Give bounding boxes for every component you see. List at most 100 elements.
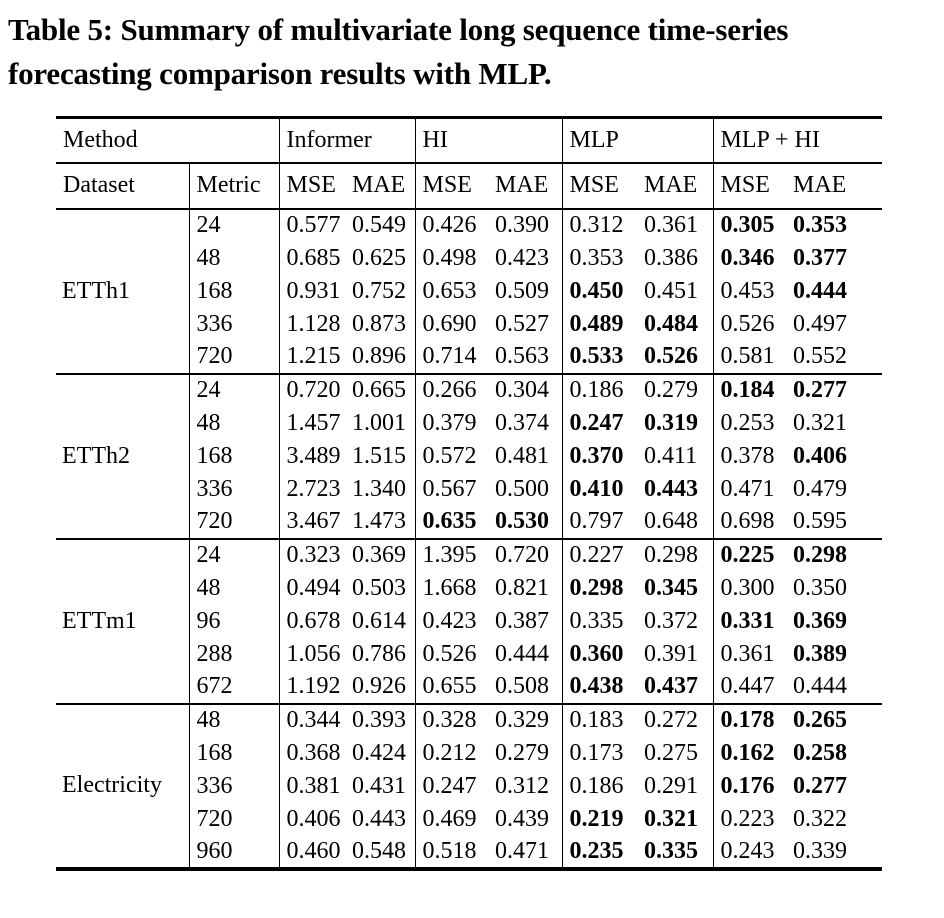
mae-value: 0.275 (644, 739, 698, 766)
metric-value: 672 (188, 670, 279, 704)
mae-value: 0.322 (793, 805, 847, 832)
mae-value: 0.648 (644, 508, 698, 534)
mae-value: 0.374 (495, 409, 549, 436)
mae-value: 0.443 (352, 805, 406, 832)
mae-value: 0.321 (793, 409, 847, 436)
mse-header: MSE (278, 162, 345, 209)
mse-value: 1.395 (414, 538, 488, 572)
mae-value: 0.339 (793, 837, 847, 864)
mse-value: 0.714 (414, 340, 488, 374)
mse-value: 3.489 (278, 439, 345, 473)
mae-value: 0.926 (352, 673, 406, 699)
metric-value: 48 (188, 703, 279, 737)
table-caption: Table 5: Summary of multivariate long se… (0, 0, 944, 96)
mae-value: 1.473 (352, 508, 406, 534)
mae-value: 0.873 (352, 310, 406, 337)
table-row: 96 0.678 0.614 0.423 0.387 0.335 0.372 0.331 0.3… (56, 604, 882, 638)
mse-value: 0.635 (414, 505, 488, 539)
table-row: Electricity 48 0.344 0.393 0.328 0.329 0.183 0.… (56, 703, 882, 798)
mse-value: 0.498 (414, 241, 488, 275)
mse-value: 1.668 (414, 571, 488, 605)
mse-value: 0.186 (561, 769, 637, 803)
mse-value: 0.698 (712, 505, 786, 539)
mae-value: 0.335 (644, 837, 698, 864)
metric-value: 168 (188, 439, 279, 473)
mse-value: 0.223 (712, 802, 786, 836)
mse-value: 0.685 (278, 241, 345, 275)
mae-value: 0.752 (352, 277, 406, 304)
mae-value: 0.527 (495, 310, 549, 337)
table-row: 336 0.381 0.431 0.247 0.312 0.186 0.291 0.176 0.… (56, 769, 882, 803)
mse-value: 1.457 (278, 406, 345, 440)
mae-value: 0.265 (793, 707, 847, 733)
mae-value: 1.340 (352, 475, 406, 502)
mse-value: 0.378 (712, 439, 786, 473)
mae-value: 0.350 (793, 574, 847, 601)
dataset-group-electricity: Electricity 48 0.344 0.393 0.328 0.329 0.183 0.… (56, 703, 882, 869)
mse-value: 0.298 (561, 571, 637, 605)
mse-value: 0.183 (561, 703, 637, 737)
mse-value: 0.381 (278, 769, 345, 803)
mae-value: 0.563 (495, 343, 549, 369)
mae-value: 0.390 (495, 212, 549, 238)
mae-value: 0.526 (644, 343, 698, 369)
table-row: 168 0.368 0.424 0.212 0.279 0.173 0.275 0.162 0.… (56, 736, 882, 770)
dataset-label: ETTh1 (62, 277, 130, 304)
mae-value: 0.509 (495, 277, 549, 304)
mae-value: 0.451 (644, 277, 698, 304)
mae-value: 0.279 (644, 377, 698, 403)
mse-value: 0.186 (561, 373, 637, 407)
metric-value: 336 (188, 769, 279, 803)
mae-value: 0.387 (495, 607, 549, 634)
mse-value: 0.247 (414, 769, 488, 803)
mse-value: 0.243 (712, 835, 786, 869)
mse-value: 1.128 (278, 307, 345, 341)
mse-value: 0.346 (712, 241, 786, 275)
mse-value: 0.453 (712, 274, 786, 308)
mae-value: 0.411 (644, 442, 698, 469)
mae-value: 0.503 (352, 574, 406, 601)
mae-value: 0.361 (644, 212, 698, 238)
table-row: 48 0.494 0.503 1.668 0.821 0.298 0.345 0.300 0.3… (56, 571, 882, 605)
mse-value: 0.533 (561, 340, 637, 374)
mae-value: 0.369 (793, 607, 847, 634)
mse-value: 0.379 (414, 406, 488, 440)
mse-value: 3.467 (278, 505, 345, 539)
mse-value: 0.219 (561, 802, 637, 836)
mse-value: 0.426 (414, 208, 488, 242)
metric-value: 48 (188, 241, 279, 275)
table-row: ETTh2 24 0.720 0.665 0.266 0.304 0.186 0.279 0.1… (56, 373, 882, 469)
metric-value: 336 (188, 472, 279, 506)
mae-value: 0.444 (793, 277, 847, 304)
mse-value: 0.526 (414, 637, 488, 671)
mse-value: 0.328 (414, 703, 488, 737)
mse-value: 0.344 (278, 703, 345, 737)
metric-value: 720 (188, 340, 279, 374)
mae-value: 0.298 (793, 542, 847, 568)
method-informer: Informer (278, 117, 415, 163)
mse-value: 0.227 (561, 538, 637, 572)
mae-value: 0.393 (352, 707, 406, 733)
mae-value: 0.291 (644, 772, 698, 799)
mae-value: 0.389 (793, 640, 847, 667)
metric-value: 24 (188, 208, 279, 242)
method-mlp: MLP (561, 117, 713, 163)
metric-value: 48 (188, 406, 279, 440)
caption-line-2: forecasting comparison results with MLP. (8, 56, 552, 91)
mse-value: 1.192 (278, 670, 345, 704)
mse-value: 0.581 (712, 340, 786, 374)
table-row: 48 1.457 1.001 0.379 0.374 0.247 0.319 0.253 0.3… (56, 406, 882, 440)
mae-value: 1.515 (352, 442, 406, 469)
mae-value: 0.272 (644, 707, 698, 733)
mae-value: 0.329 (495, 707, 549, 733)
mae-value: 0.549 (352, 212, 406, 238)
table-row: ETTm1 24 0.323 0.369 1.395 0.720 0.227 0.298 0.2… (56, 538, 882, 634)
mae-value: 0.500 (495, 475, 549, 502)
mae-value: 0.439 (495, 805, 549, 832)
mae-value: 0.258 (793, 739, 847, 766)
mae-header: MAE (352, 172, 406, 198)
mse-value: 0.567 (414, 472, 488, 506)
mae-value: 0.304 (495, 377, 549, 403)
results-table: Method Informer HI MLP MLP + HI Dataset … (56, 116, 882, 871)
mse-value: 1.056 (278, 637, 345, 671)
